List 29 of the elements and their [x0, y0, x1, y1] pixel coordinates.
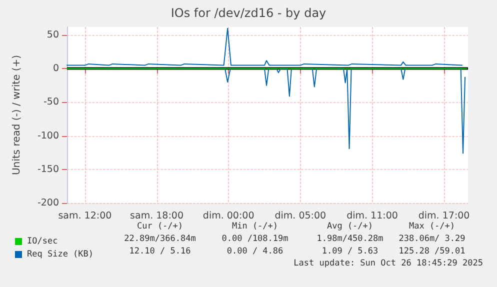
- text: Cur (-/+): [136, 222, 184, 232]
- x-tick-label: sam. 18:00: [130, 210, 184, 222]
- text: Last update: Sun Oct 26 18:45:29 2025: [294, 258, 484, 268]
- legend-label: Req Size (KB): [27, 250, 94, 260]
- x-tick-label: dim. 05:00: [274, 210, 326, 222]
- y-axis-title: Units read (-) / write (+): [12, 54, 22, 176]
- text: Max (-/+): [408, 222, 456, 232]
- text: 0.00 /108.19m: [222, 234, 288, 244]
- y-tick-label: -50: [43, 96, 59, 108]
- x-tick-label: dim. 11:00: [346, 210, 398, 222]
- text: 0.00 / 4.86: [226, 246, 284, 256]
- text: 125.28 /59.01: [398, 246, 466, 256]
- y-tick-label: -150: [37, 164, 59, 175]
- text: Avg (-/+): [326, 222, 374, 232]
- x-tick-label: dim. 17:00: [418, 210, 470, 222]
- legend-label: IO/sec: [27, 236, 58, 246]
- y-tick-label: 50: [46, 30, 59, 41]
- text: 22.89m/366.84m: [124, 234, 196, 244]
- text: Min (-/+): [232, 222, 278, 232]
- text: 1.09 / 5.63: [322, 246, 378, 256]
- y-tick-label: -100: [37, 130, 59, 142]
- x-tick-label: sam. 12:00: [58, 210, 112, 222]
- y-tick-label: 0: [52, 63, 59, 74]
- text: 238.06m/ 3.29: [398, 234, 466, 244]
- text: 12.10 / 5.16: [129, 246, 191, 256]
- chart-title: IOs for /dev/zd16 - by day: [170, 6, 326, 20]
- y-tick-label: -200: [37, 198, 59, 208]
- text: 1.98m/450.28m: [316, 234, 384, 244]
- x-tick-label: dim. 00:00: [202, 210, 254, 222]
